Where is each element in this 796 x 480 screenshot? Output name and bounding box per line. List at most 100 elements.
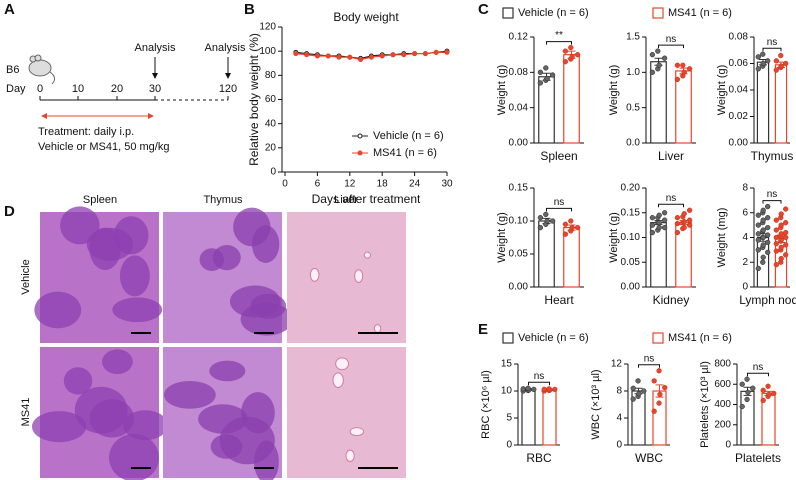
data-point xyxy=(574,52,581,58)
legend-swatch xyxy=(502,332,514,344)
data-point xyxy=(783,252,789,258)
treatment-text: Vehicle or MS41, 50 mg/kg xyxy=(38,141,169,153)
analysis-label: Analysis xyxy=(135,42,176,54)
marker xyxy=(444,49,450,55)
tissue xyxy=(198,404,248,434)
data-point xyxy=(552,386,558,393)
y-tick-label: 4 xyxy=(616,413,622,424)
data-point xyxy=(686,222,693,228)
data-point xyxy=(635,378,641,384)
panel-label: B xyxy=(244,1,255,18)
tissue xyxy=(229,285,281,318)
y-tick-label: 0.04 xyxy=(509,102,529,113)
y-tick-label: 0.05 xyxy=(509,249,529,260)
data-point xyxy=(674,62,681,68)
y-tick-label: 8 xyxy=(616,386,622,397)
marker xyxy=(347,54,353,60)
data-point xyxy=(686,207,693,213)
data-point xyxy=(569,53,575,60)
data-point xyxy=(760,234,766,241)
data-point xyxy=(765,203,771,210)
significance-bracket xyxy=(658,203,684,208)
bar xyxy=(521,388,536,446)
vessel xyxy=(309,268,320,282)
legend-label: Vehicle (n = 6) xyxy=(373,130,444,142)
data-point xyxy=(681,224,687,231)
y-axis-label: Platelets (×10³ µl) xyxy=(699,361,711,448)
x-tick-label: 0 xyxy=(282,179,288,190)
row-label: MS41 xyxy=(20,398,32,427)
x-tick-label: 18 xyxy=(377,179,389,190)
data-point xyxy=(649,229,656,236)
data-point xyxy=(778,63,784,69)
data-point xyxy=(661,217,668,223)
legend-marker xyxy=(357,150,363,156)
treatment-text: Treatment: daily i.p. xyxy=(38,126,134,138)
data-point xyxy=(681,69,687,75)
data-point xyxy=(674,215,681,221)
legend-label: Vehicle (n = 6) xyxy=(518,332,589,344)
significance: ns xyxy=(666,193,677,204)
data-point xyxy=(674,220,681,227)
data-point xyxy=(744,376,750,382)
y-tick-label: 200 xyxy=(714,419,731,430)
significance-bracket xyxy=(528,381,550,386)
x-tick-label: 30 xyxy=(441,179,453,190)
day: 120 xyxy=(219,83,237,95)
data-point xyxy=(765,58,771,64)
data-point xyxy=(739,403,745,410)
marker xyxy=(304,52,310,58)
timeline-ticks xyxy=(39,96,229,100)
vessel xyxy=(345,449,355,462)
y-tick-label: 0 xyxy=(742,282,748,293)
data-point xyxy=(569,224,575,231)
column-title: Liver xyxy=(334,194,358,206)
y-tick-label: 1.0 xyxy=(626,67,640,78)
data-point xyxy=(755,231,761,237)
mouse-icon xyxy=(28,54,56,85)
data-point xyxy=(783,234,789,241)
y-tick-label: 0.10 xyxy=(621,232,641,243)
data-point xyxy=(562,48,569,54)
y-tick-label: 60 xyxy=(265,94,277,105)
data-point xyxy=(755,265,761,272)
y-axis-label: RBC (×10⁶ µl) xyxy=(480,370,492,439)
data-point xyxy=(562,231,569,237)
y-tick-label: 0.04 xyxy=(729,85,749,96)
data-point xyxy=(773,67,779,73)
data-point xyxy=(681,219,687,225)
data-point xyxy=(674,229,681,236)
legend-label: Vehicle (n = 6) xyxy=(518,7,589,19)
y-tick-label: 0.00 xyxy=(509,138,529,149)
micrograph xyxy=(163,347,282,480)
bar xyxy=(542,389,557,446)
bar xyxy=(538,76,555,144)
tissue xyxy=(31,411,87,443)
data-point xyxy=(543,211,549,218)
x-axis-label: Days after treatment xyxy=(312,192,421,206)
data-point xyxy=(686,217,693,223)
data-point xyxy=(649,52,656,58)
data-point xyxy=(649,222,656,228)
data-point xyxy=(674,76,681,83)
data-point xyxy=(651,378,657,384)
data-point xyxy=(568,218,574,224)
x-axis-label: Platelets xyxy=(735,451,781,465)
x-axis-label: Liver xyxy=(658,149,684,163)
data-point xyxy=(783,242,789,248)
x-axis-label: RBC xyxy=(526,451,552,465)
data-point xyxy=(760,397,766,404)
data-point xyxy=(765,249,771,256)
marker xyxy=(412,51,418,57)
y-tick-label: 40 xyxy=(265,118,277,129)
panel-label: D xyxy=(4,203,15,220)
significance-bracket xyxy=(638,364,660,368)
data-point xyxy=(681,211,687,217)
data-point xyxy=(630,396,636,402)
data-point xyxy=(760,51,766,57)
data-point xyxy=(562,59,569,65)
data-point xyxy=(773,248,779,254)
data-point xyxy=(778,255,784,262)
vessel xyxy=(335,357,349,371)
data-point xyxy=(778,211,784,217)
